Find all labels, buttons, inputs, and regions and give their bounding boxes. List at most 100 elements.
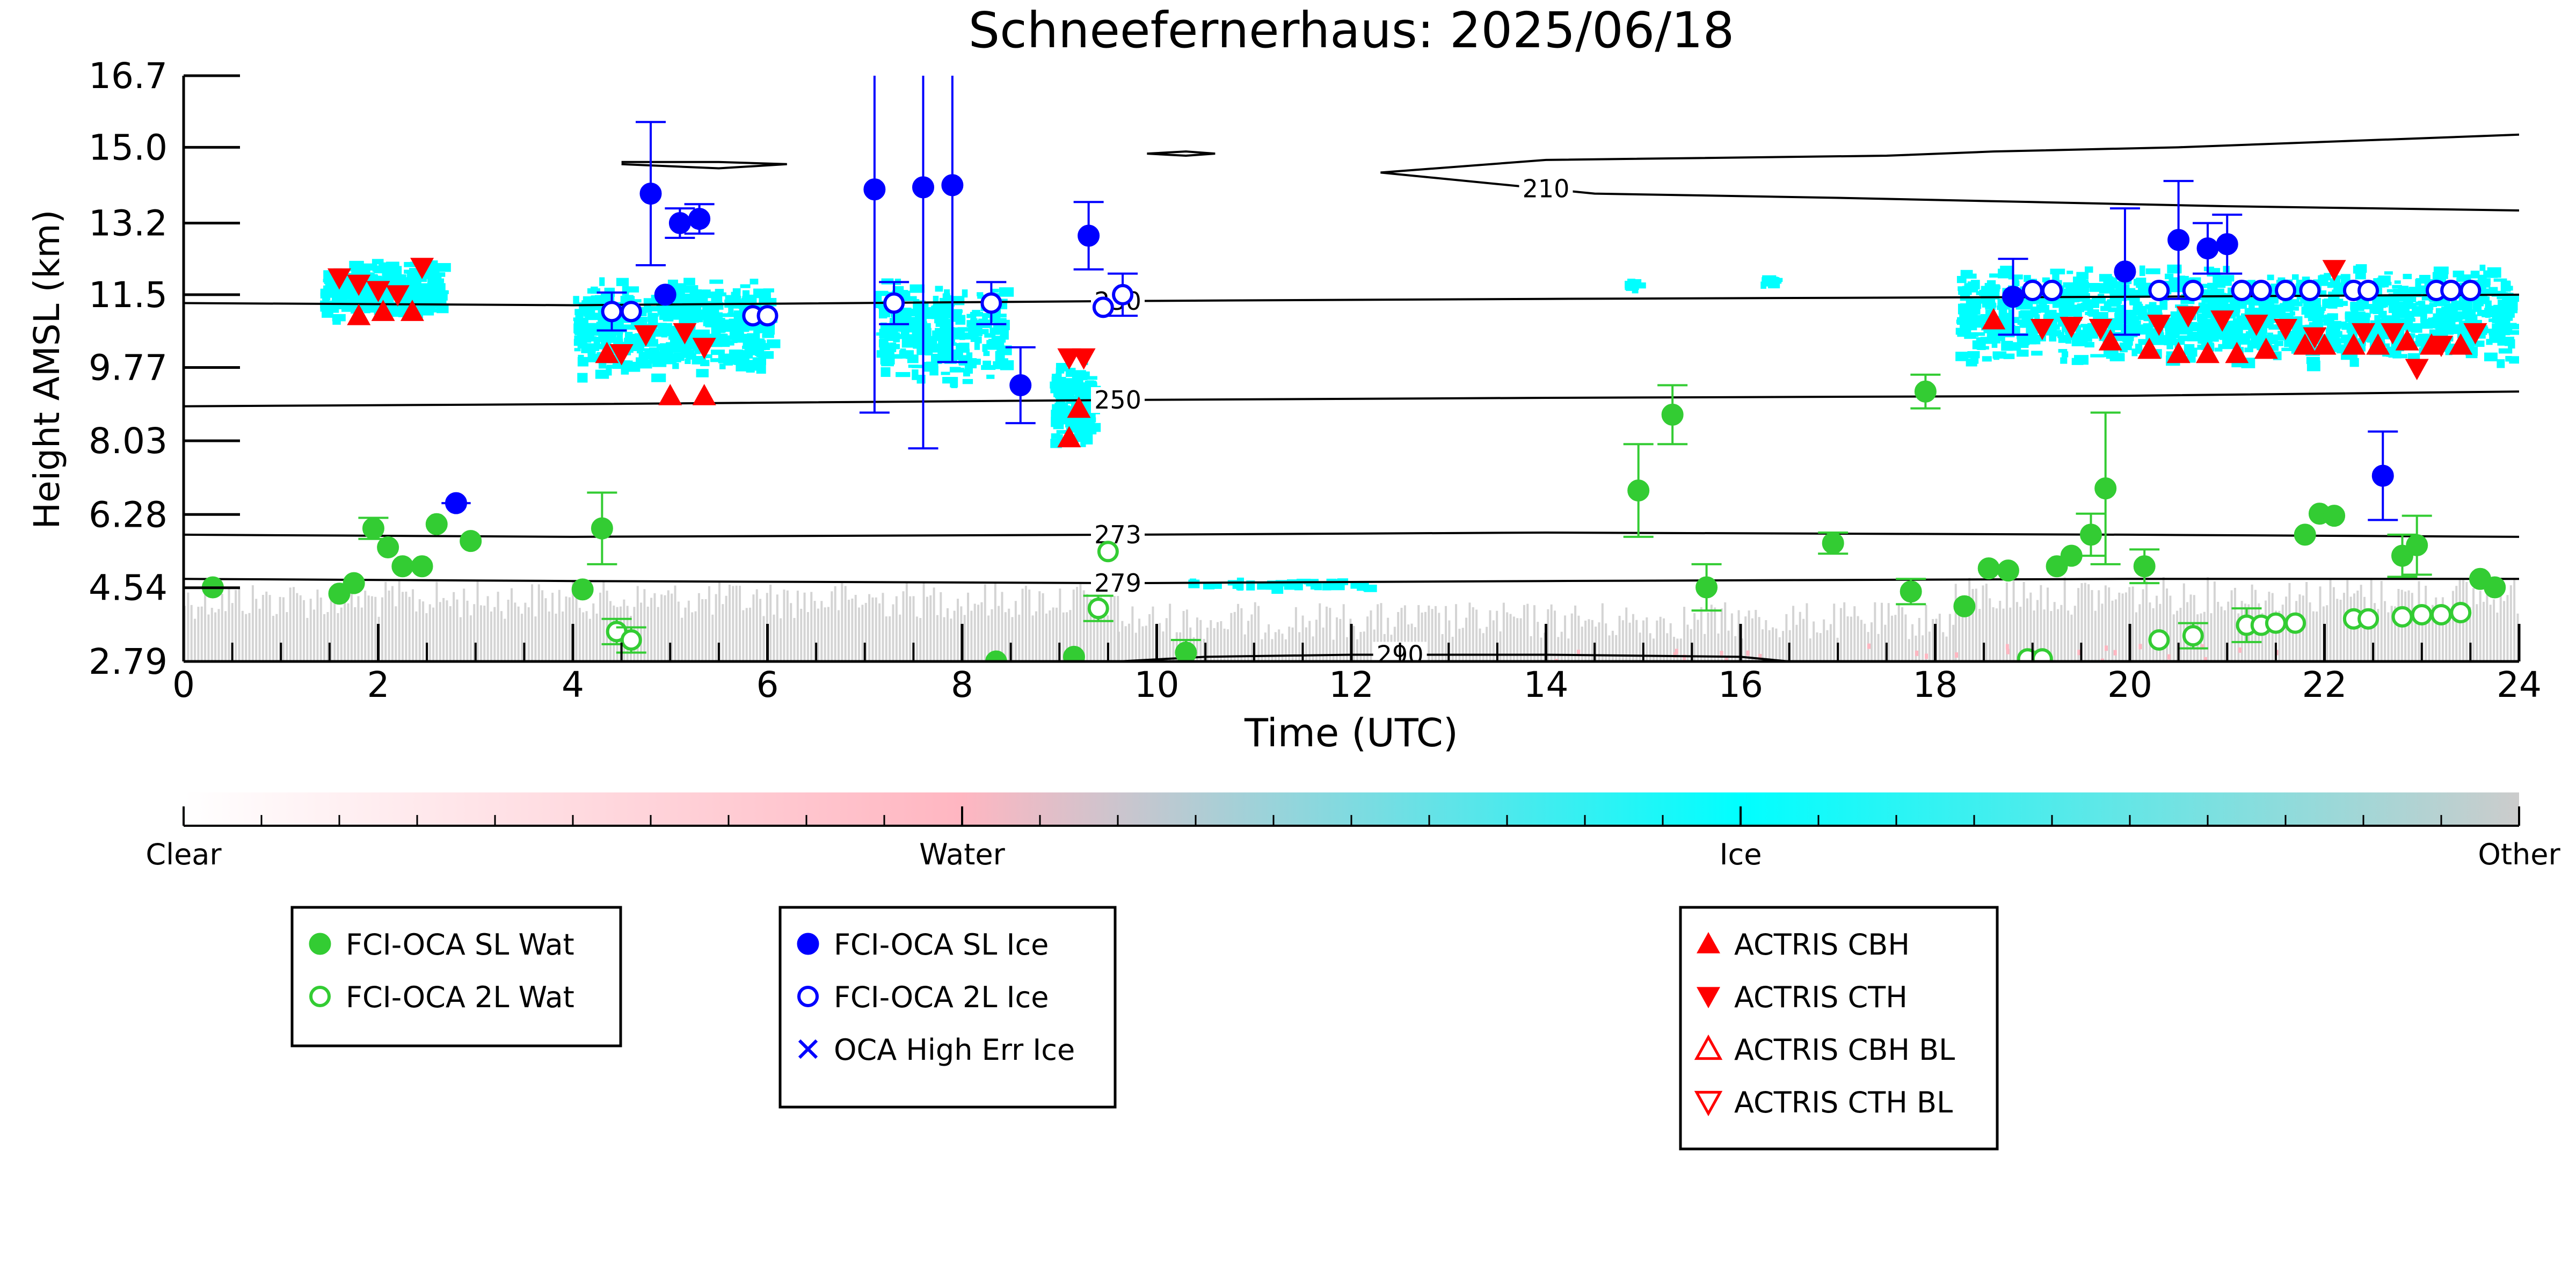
other-cloud-column <box>1942 632 1945 661</box>
other-cloud-column <box>408 596 411 661</box>
other-cloud-column <box>2367 612 2369 661</box>
ice-cloud-pixel <box>2497 359 2505 368</box>
ice-cloud-pixel <box>2230 321 2236 328</box>
data-point <box>620 301 642 323</box>
other-cloud-column <box>606 591 608 661</box>
other-cloud-column <box>1468 602 1471 661</box>
other-cloud-column <box>1489 610 1491 661</box>
other-cloud-column <box>841 582 843 661</box>
other-cloud-column <box>558 590 561 661</box>
ice-cloud-pixel <box>2320 290 2327 296</box>
ice-cloud-pixel <box>717 292 726 296</box>
other-cloud-column <box>1506 612 1509 661</box>
data-point <box>2341 333 2366 355</box>
ice-cloud-pixel <box>686 353 696 359</box>
ice-cloud-pixel <box>685 285 698 293</box>
other-cloud-column <box>739 585 741 661</box>
ice-cloud-pixel <box>2167 330 2180 337</box>
other-cloud-column <box>235 590 237 661</box>
ice-cloud-pixel <box>636 357 649 368</box>
other-cloud-column <box>1342 604 1345 661</box>
other-cloud-column <box>858 607 861 661</box>
other-cloud-column <box>892 604 894 661</box>
ice-cloud-pixel <box>2228 311 2240 317</box>
ice-cloud-pixel <box>896 372 911 377</box>
other-cloud-column <box>1761 629 1764 661</box>
ice-cloud-pixel <box>2060 357 2068 364</box>
ice-cloud-pixel <box>2369 305 2376 314</box>
ice-cloud-pixel <box>2257 328 2267 334</box>
other-cloud-column <box>364 591 367 661</box>
other-cloud-column <box>2142 589 2144 661</box>
other-cloud-column <box>813 601 816 661</box>
ice-cloud-pixel <box>432 296 446 301</box>
ice-cloud-pixel <box>944 289 950 297</box>
data-point <box>2484 576 2506 599</box>
ice-cloud-pixel <box>2431 330 2444 337</box>
x-axis-label: Time (UTC) <box>1244 710 1458 755</box>
ice-cloud-pixel <box>2205 318 2211 325</box>
other-cloud-column <box>1537 622 1539 661</box>
ice-cloud-pixel <box>606 366 612 376</box>
other-cloud-column <box>544 598 547 661</box>
other-cloud-column <box>1148 614 1151 661</box>
other-cloud-column <box>578 608 581 661</box>
data-point <box>1661 403 1684 426</box>
ice-cloud-pixel <box>962 348 970 353</box>
other-cloud-column <box>2309 602 2311 661</box>
data-point <box>658 384 682 405</box>
ice-cloud-pixel <box>2007 345 2021 351</box>
other-cloud-column <box>1233 612 1236 661</box>
other-cloud-column <box>1897 605 1900 661</box>
data-point <box>639 183 662 205</box>
other-cloud-column <box>1308 621 1311 661</box>
ice-cloud-pixel <box>2108 307 2121 312</box>
other-cloud-column <box>1223 628 1226 661</box>
other-cloud-column <box>1227 629 1229 661</box>
ice-cloud-pixel <box>890 342 897 352</box>
ice-cloud-pixel <box>599 277 605 286</box>
water-cloud-pixel <box>1683 654 1686 660</box>
ice-cloud-pixel <box>941 340 954 345</box>
ice-cloud-pixel <box>758 355 766 365</box>
ice-cloud-pixel <box>2235 333 2250 343</box>
ice-cloud-pixel <box>355 306 369 312</box>
ice-cloud-pixel <box>710 291 719 297</box>
other-cloud-column <box>725 595 727 661</box>
other-cloud-column <box>1121 621 1124 661</box>
other-cloud-column <box>466 600 469 661</box>
other-cloud-column <box>1076 587 1079 661</box>
other-cloud-column <box>2022 581 2025 661</box>
ice-cloud-pixel <box>710 358 725 362</box>
data-point <box>366 281 390 303</box>
other-cloud-column <box>1431 609 1433 661</box>
ice-cloud-pixel <box>416 286 423 292</box>
other-cloud-column <box>769 584 772 661</box>
ice-cloud-pixel <box>1364 584 1377 592</box>
ice-cloud-pixel <box>704 304 711 312</box>
ice-cloud-pixel <box>2486 329 2492 333</box>
ice-cloud-pixel <box>426 268 438 274</box>
other-cloud-column <box>415 611 418 661</box>
other-cloud-column <box>967 592 970 661</box>
data-point <box>985 650 1007 661</box>
other-cloud-column <box>1894 615 1897 661</box>
ice-cloud-pixel <box>916 325 923 331</box>
ice-cloud-pixel <box>598 338 613 343</box>
ice-cloud-pixel <box>2197 344 2209 350</box>
other-cloud-column <box>1066 612 1068 661</box>
other-cloud-column <box>1479 628 1481 661</box>
other-cloud-column <box>1874 602 1876 661</box>
data-point <box>1977 557 2000 580</box>
other-cloud-column <box>1496 610 1498 661</box>
ice-cloud-pixel <box>2214 347 2223 352</box>
other-cloud-column <box>2207 577 2209 661</box>
data-point <box>1087 598 1109 620</box>
ice-cloud-pixel <box>958 343 970 350</box>
ice-cloud-pixel <box>2408 312 2414 321</box>
other-cloud-column <box>1540 637 1542 661</box>
other-cloud-column <box>1220 621 1222 661</box>
other-cloud-column <box>582 612 585 661</box>
ice-cloud-pixel <box>1998 268 2009 279</box>
other-cloud-column <box>1346 637 1349 661</box>
